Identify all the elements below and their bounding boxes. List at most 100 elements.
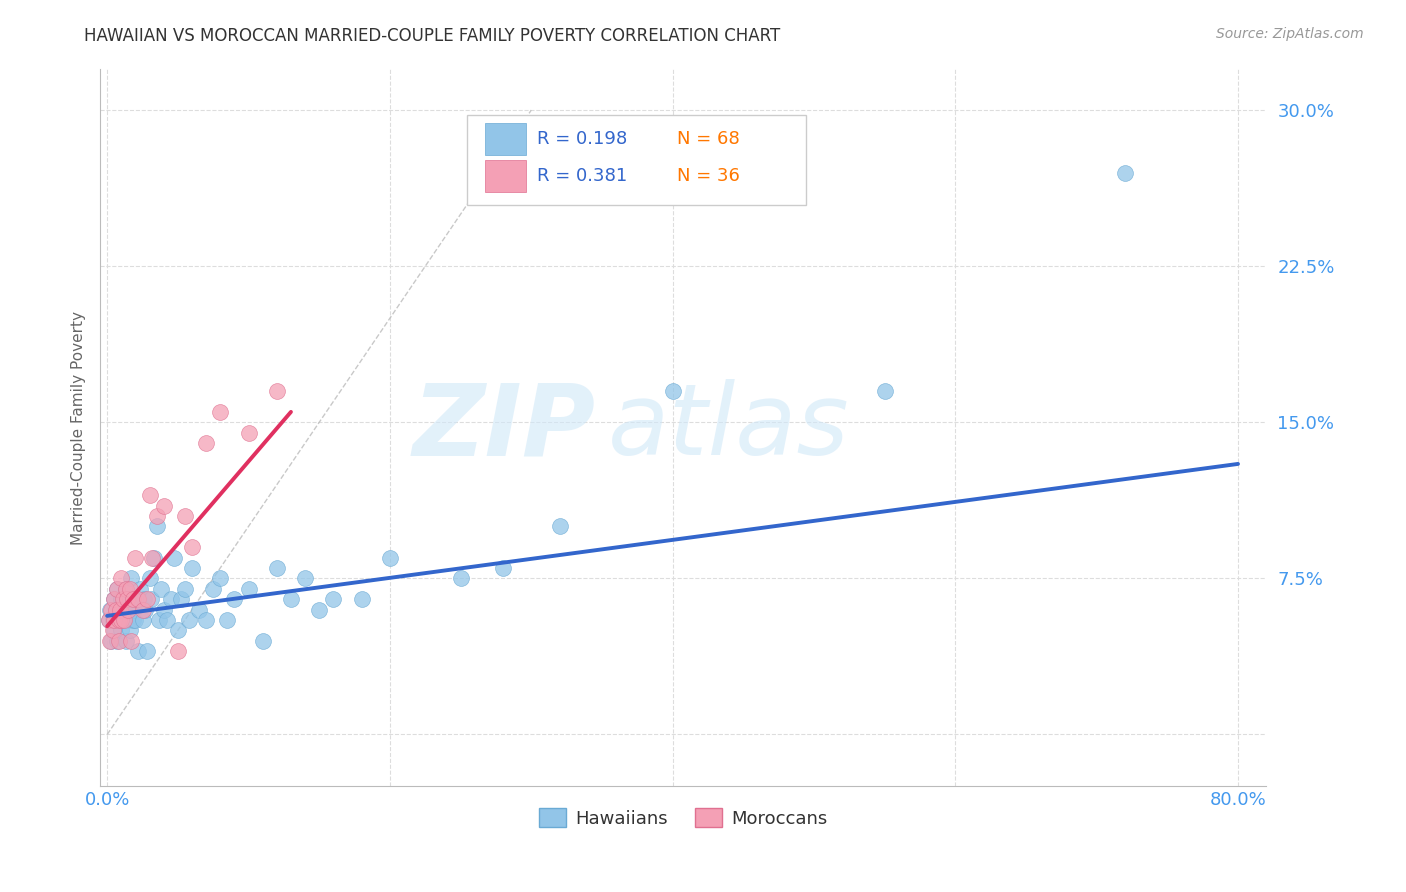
Point bbox=[132, 592, 155, 607]
Point bbox=[661, 384, 683, 398]
Point bbox=[121, 592, 143, 607]
Point bbox=[195, 613, 218, 627]
Point bbox=[118, 624, 141, 638]
Point bbox=[179, 613, 201, 627]
Point bbox=[266, 384, 288, 398]
Text: R = 0.381: R = 0.381 bbox=[537, 167, 627, 186]
Point bbox=[209, 571, 232, 585]
Point bbox=[122, 602, 145, 616]
Bar bbox=[485, 123, 526, 155]
Point bbox=[155, 613, 177, 627]
Point bbox=[111, 613, 134, 627]
Point bbox=[378, 550, 401, 565]
Point bbox=[117, 592, 139, 607]
Point bbox=[138, 488, 160, 502]
Point bbox=[142, 550, 165, 565]
Point bbox=[152, 499, 174, 513]
Point bbox=[114, 582, 136, 596]
Point bbox=[124, 550, 146, 565]
Point bbox=[149, 582, 172, 596]
Point bbox=[110, 571, 132, 585]
Point bbox=[127, 644, 149, 658]
Text: ZIP: ZIP bbox=[413, 379, 596, 476]
Point bbox=[104, 602, 127, 616]
Point bbox=[238, 425, 260, 440]
Point bbox=[111, 592, 134, 607]
Point bbox=[104, 602, 127, 616]
Point bbox=[101, 624, 124, 638]
Point bbox=[188, 602, 211, 616]
Text: Source: ZipAtlas.com: Source: ZipAtlas.com bbox=[1216, 27, 1364, 41]
Point bbox=[131, 602, 153, 616]
Text: N = 68: N = 68 bbox=[678, 130, 740, 148]
Point bbox=[107, 633, 129, 648]
Point bbox=[127, 592, 149, 607]
Legend: Hawaiians, Moroccans: Hawaiians, Moroccans bbox=[531, 801, 835, 835]
Point bbox=[238, 582, 260, 596]
Point bbox=[202, 582, 225, 596]
Point bbox=[217, 613, 239, 627]
Point bbox=[162, 550, 184, 565]
Point bbox=[105, 633, 128, 648]
Point bbox=[145, 508, 167, 523]
Point bbox=[120, 571, 142, 585]
FancyBboxPatch shape bbox=[467, 115, 806, 205]
Point bbox=[112, 602, 135, 616]
Point bbox=[105, 582, 128, 596]
Point bbox=[100, 633, 122, 648]
Point bbox=[139, 592, 162, 607]
Point bbox=[152, 602, 174, 616]
Point bbox=[145, 519, 167, 533]
Point bbox=[873, 384, 896, 398]
Point bbox=[181, 540, 204, 554]
Point bbox=[101, 613, 124, 627]
Point bbox=[125, 592, 148, 607]
Point bbox=[134, 602, 156, 616]
Point bbox=[138, 571, 160, 585]
Bar bbox=[485, 160, 526, 193]
Point bbox=[174, 508, 197, 523]
Point bbox=[209, 405, 232, 419]
Text: atlas: atlas bbox=[607, 379, 849, 476]
Point bbox=[117, 602, 139, 616]
Point bbox=[135, 592, 157, 607]
Point bbox=[103, 624, 125, 638]
Point bbox=[118, 582, 141, 596]
Point bbox=[108, 602, 131, 616]
Point bbox=[112, 613, 135, 627]
Point bbox=[294, 571, 316, 585]
Point bbox=[98, 633, 121, 648]
Point bbox=[492, 561, 515, 575]
Point bbox=[350, 592, 373, 607]
Text: HAWAIIAN VS MOROCCAN MARRIED-COUPLE FAMILY POVERTY CORRELATION CHART: HAWAIIAN VS MOROCCAN MARRIED-COUPLE FAMI… bbox=[84, 27, 780, 45]
Point bbox=[131, 613, 153, 627]
Point bbox=[114, 633, 136, 648]
Point bbox=[117, 613, 139, 627]
Point bbox=[103, 592, 125, 607]
Text: R = 0.198: R = 0.198 bbox=[537, 130, 627, 148]
Point bbox=[107, 613, 129, 627]
Point bbox=[181, 561, 204, 575]
Point bbox=[110, 592, 132, 607]
Point bbox=[174, 582, 197, 596]
Y-axis label: Married-Couple Family Poverty: Married-Couple Family Poverty bbox=[72, 310, 86, 544]
Point bbox=[135, 644, 157, 658]
Point bbox=[105, 582, 128, 596]
Point bbox=[115, 602, 138, 616]
Point bbox=[266, 561, 288, 575]
Point bbox=[110, 613, 132, 627]
Point bbox=[103, 592, 125, 607]
Point bbox=[224, 592, 246, 607]
Point bbox=[120, 633, 142, 648]
Point bbox=[141, 550, 163, 565]
Point bbox=[148, 613, 170, 627]
Point bbox=[107, 613, 129, 627]
Point bbox=[114, 582, 136, 596]
Point bbox=[103, 613, 125, 627]
Point bbox=[98, 602, 121, 616]
Point bbox=[97, 613, 120, 627]
Point bbox=[108, 602, 131, 616]
Point bbox=[450, 571, 472, 585]
Point bbox=[110, 624, 132, 638]
Point bbox=[124, 613, 146, 627]
